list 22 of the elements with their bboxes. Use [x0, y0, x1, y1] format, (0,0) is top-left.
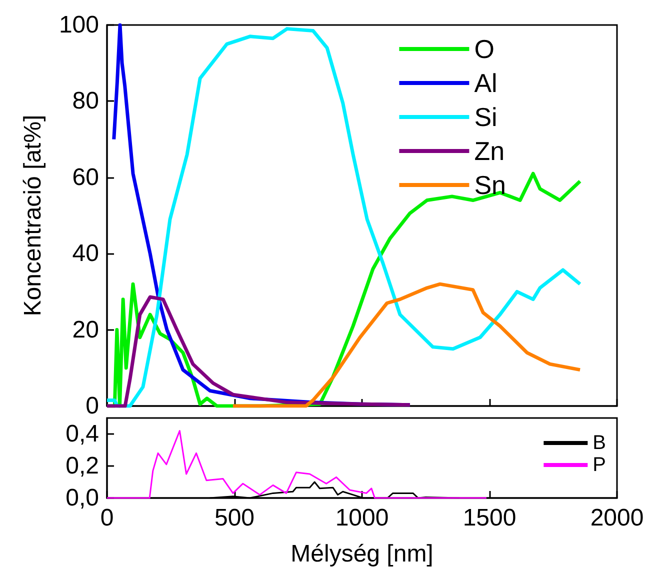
x-tick-label: 2000	[590, 504, 644, 532]
y-tick-label: 0	[86, 392, 99, 420]
legend-label: Sn	[474, 170, 506, 200]
legend-label: P	[592, 454, 606, 476]
y-tick-label: 0,0	[66, 484, 99, 512]
x-tick-label: 500	[214, 504, 255, 532]
y-tick-label: 0,4	[66, 420, 99, 448]
legend-label: Al	[474, 68, 498, 98]
legend-label: Si	[474, 102, 498, 132]
x-tick-label: 1000	[335, 504, 389, 532]
legend-label: Zn	[474, 136, 505, 166]
legend-label: O	[474, 34, 494, 64]
y-tick-label: 0,2	[66, 452, 99, 480]
y-axis-title: Koncentració [at%]	[20, 114, 46, 316]
y-tick-label: 40	[72, 240, 99, 268]
y-tick-label: 20	[72, 316, 99, 344]
x-axis-title: Mélység [nm]	[290, 540, 434, 568]
y-tick-label: 80	[72, 88, 99, 115]
y-tick-label: 100	[58, 12, 99, 38]
x-tick-label: 1500	[462, 504, 516, 532]
y-tick-label: 60	[72, 164, 99, 191]
legend-label: B	[592, 432, 606, 454]
